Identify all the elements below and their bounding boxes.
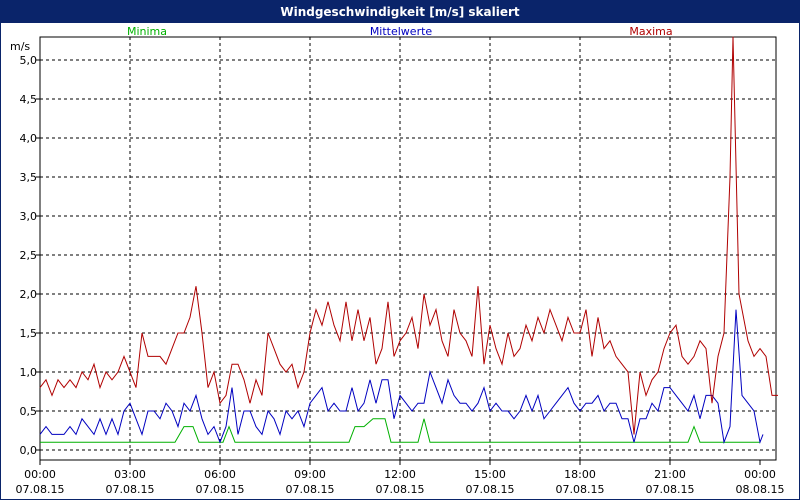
x-tick-time-label: 09:00 — [294, 468, 326, 481]
series-line-minima — [40, 418, 760, 443]
y-tick-label: 5,0 — [20, 54, 38, 67]
chart-title: Windgeschwindigkeit [m/s] skaliert — [1, 1, 799, 23]
y-tick-label: 4,0 — [20, 132, 38, 145]
y-axis-unit-label: m/s — [10, 40, 30, 53]
x-tick-time-label: 15:00 — [474, 468, 506, 481]
y-axis-ticks: 0,0 0,5 1,0 1,5 2,0 2,5 3,0 3,5 4,0 4,5 5,0 — [20, 54, 40, 457]
x-tick-date-label: 07.08.15 — [376, 483, 425, 496]
y-tick-label: 3,5 — [20, 171, 38, 184]
series-line-maxima — [39, 36, 778, 435]
x-tick-date-label: 07.08.15 — [466, 483, 515, 496]
x-tick-time-label: 00:00 — [744, 468, 776, 481]
x-tick-date-label: 08.08.15 — [736, 483, 785, 496]
y-tick-label: 2,5 — [20, 249, 38, 262]
x-tick-date-label: 07.08.15 — [106, 483, 155, 496]
x-tick-time-label: 06:00 — [204, 468, 236, 481]
x-tick-time-label: 18:00 — [564, 468, 596, 481]
series-lines — [39, 36, 778, 445]
legend-label-maxima: Maxima — [629, 25, 672, 38]
x-tick-date-label: 07.08.15 — [16, 483, 65, 496]
x-tick-date-label: 07.08.15 — [286, 483, 335, 496]
y-tick-label: 0,0 — [20, 444, 38, 457]
legend: Minima Mittelwerte Maxima — [127, 25, 673, 38]
x-axis-ticks: 00:00 07.08.15 03:00 07.08.15 06:00 07.08.15 0… — [16, 460, 785, 496]
y-tick-label: 2,0 — [20, 288, 38, 301]
x-tick-time-label: 03:00 — [114, 468, 146, 481]
x-tick-time-label: 21:00 — [654, 468, 686, 481]
y-tick-label: 4,5 — [20, 93, 38, 106]
x-tick-date-label: 07.08.15 — [646, 483, 695, 496]
x-tick-date-label: 07.08.15 — [556, 483, 605, 496]
y-tick-label: 3,0 — [20, 210, 38, 223]
x-tick-time-label: 12:00 — [384, 468, 416, 481]
legend-label-minima: Minima — [127, 25, 167, 38]
y-tick-label: 0,5 — [20, 405, 38, 418]
series-line-mittelwerte — [39, 309, 764, 445]
y-tick-label: 1,5 — [20, 327, 38, 340]
legend-label-mittelwerte: Mittelwerte — [370, 25, 433, 38]
y-tick-label: 1,0 — [20, 366, 38, 379]
grid — [40, 37, 776, 460]
x-tick-date-label: 07.08.15 — [196, 483, 245, 496]
plot-area — [39, 36, 777, 461]
x-tick-time-label: 00:00 — [24, 468, 56, 481]
